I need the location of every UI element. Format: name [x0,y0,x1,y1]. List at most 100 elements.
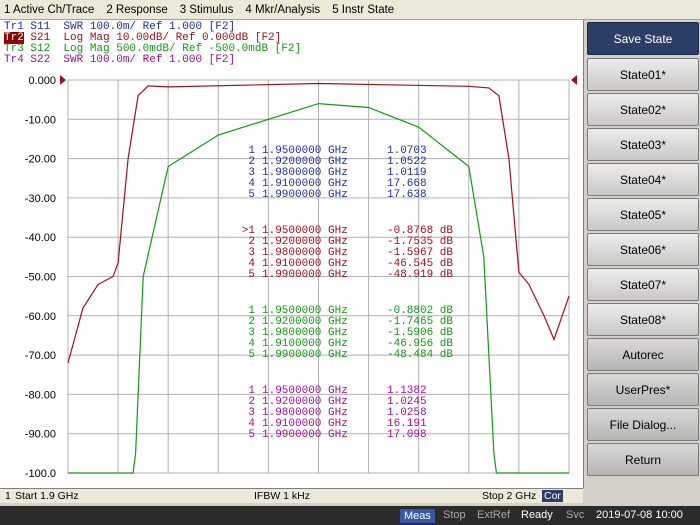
state-button-2[interactable]: State02* [587,93,699,126]
softkey-panel: Save State State01* State02* State03* State… [583,20,700,488]
marker-table-cell: 4 [248,418,255,430]
marker-table-cell: 1.9500000 GHz [262,225,348,237]
trace-setting: S21 Log Mag 10.00dB/ Ref 0.000dB [F2] [23,32,282,44]
menu-bar: 1 Active Ch/Trace 2 Response 3 Stimulus 4 M… [0,0,700,20]
marker-table-cell: -46.545 dB [387,258,453,270]
stop-frequency[interactable]: Stop 2 GHz [482,490,537,502]
state-button-3[interactable]: State03* [587,128,699,161]
marker-table-cell: 1.9900000 GHz [262,349,348,361]
marker-table-cell: 17.668 [387,178,427,190]
marker-table-cell: 1.9200000 GHz [262,156,348,168]
marker-table-cell: 1.9100000 GHz [262,418,348,430]
state-button-6[interactable]: State06* [587,233,699,266]
trace-setting: S11 SWR 100.0m/ Ref 1.000 [F2] [23,21,236,33]
marker-table-cell: 3 [248,407,255,419]
y-tick-label: -20.00 [25,154,56,166]
marker-table-cell: 4 [248,258,255,270]
y-tick-label: -70.00 [25,350,56,362]
chart-area: 0.000 -10.00 -20.00 -30.00 -40.00 -50.00 -60.0… [0,20,583,488]
save-state-title: Save State [587,22,699,55]
marker-table-cell: 2 [248,316,255,328]
datetime: 2019-07-08 10:00 [596,509,683,521]
marker-table-cell: 1.9800000 GHz [262,167,348,179]
marker-table-cell: 1.9100000 GHz [262,258,348,270]
marker-table-cell: -48.484 dB [387,349,453,361]
y-tick-label: -30.00 [25,193,56,205]
y-tick-label: 0.000 [28,75,56,87]
stop-indicator: Stop [443,509,466,521]
series-line-s12 [68,102,569,474]
marker-table-cell: 1.0245 [387,396,427,408]
menu-item[interactable]: 2 Response [106,3,168,16]
start-frequency[interactable]: Start 1.9 GHz [15,490,79,502]
marker-table-cell: 4 [248,178,255,190]
y-tick-label: -40.00 [25,232,56,244]
meas-indicator: Meas [400,509,435,523]
trace-setting: S22 SWR 100.0m/ Ref 1.000 [F2] [23,54,236,66]
marker-table-cell: 4 [248,338,255,350]
marker-table-cell: 1.9200000 GHz [262,396,348,408]
marker-table-cell: 5 [248,269,255,281]
series-line-s21 [67,82,570,364]
return-button[interactable]: Return [587,443,699,476]
marker-table-cell: 1.9500000 GHz [262,305,348,317]
y-tick-label: -60.00 [25,311,56,323]
marker-table-cell: 1.1382 [387,385,427,397]
state-button-7[interactable]: State07* [587,268,699,301]
y-tick-label: -100.0 [25,468,56,480]
marker-table-cell: 1.9500000 GHz [262,385,348,397]
reference-arrow-icon [60,75,66,85]
marker-table-cell: 3 [248,167,255,179]
ifbw-value[interactable]: IFBW 1 kHz [254,490,311,502]
trace-legend-line[interactable]: Tr3 S12 Log Mag 500.0mdB/ Ref -500.0mdB … [4,44,301,55]
menu-item[interactable]: 3 Stimulus [179,3,234,16]
marker-table-cell: -48.919 dB [387,269,453,281]
trace-legend-line[interactable]: Tr4 S22 SWR 100.0m/ Ref 1.000 [F2] [4,55,301,66]
trace-legend-line[interactable]: Tr2 S21 Log Mag 10.00dB/ Ref 0.000dB [F2… [4,32,301,44]
trace-legend-line[interactable]: Tr1 S11 SWR 100.0m/ Ref 1.000 [F2] [4,22,301,33]
state-button-5[interactable]: State05* [587,198,699,231]
marker-table-cell: 3 [248,247,255,259]
y-tick-label: -90.00 [25,429,56,441]
instrument-status-bar: Meas Stop ExtRef Ready Svc 2019-07-08 10… [0,506,700,525]
measurement-chart: 0.000 -10.00 -20.00 -30.00 -40.00 -50.00 -60.0… [25,75,577,480]
y-tick-label: -50.00 [25,272,56,284]
marker-table-cell: -1.5967 dB [387,247,453,259]
trace-id: Tr4 [4,54,24,66]
marker-table-cell: 1.0119 [387,167,427,179]
marker-table-cell: 1.9900000 GHz [262,189,348,201]
marker-table-cell: 1.0522 [387,156,427,168]
state-button-1[interactable]: State01* [587,58,699,91]
marker-table-cell: 1.9500000 GHz [262,145,348,157]
marker-table-cell: -1.5906 dB [387,327,453,339]
marker-table-cell: 3 [248,327,255,339]
marker-table-cell: -46.956 dB [387,338,453,350]
marker-table-cell: 1.9100000 GHz [262,178,348,190]
trace-id: Tr3 [4,43,24,55]
marker-table-cell: 1 [248,385,255,397]
marker-table-cell: 1.9900000 GHz [262,269,348,281]
marker-table-cell: 1.9100000 GHz [262,338,348,350]
state-button-4[interactable]: State04* [587,163,699,196]
userpres-button[interactable]: UserPres* [587,373,699,406]
marker-table-cell: 5 [248,189,255,201]
marker-table-cell: 5 [248,429,255,441]
trace-id: Tr1 [4,21,24,33]
marker-table-cell: 2 [248,156,255,168]
cor-badge: Cor [542,490,563,502]
y-tick-label: -80.00 [25,389,56,401]
trace-setting: S12 Log Mag 500.0mdB/ Ref -500.0mdB [F2] [23,43,302,55]
autorec-button[interactable]: Autorec [587,338,699,371]
file-dialog-button[interactable]: File Dialog... [587,408,699,441]
menu-item[interactable]: 1 Active Ch/Trace [4,3,95,16]
svc-indicator: Svc [566,509,585,521]
marker-table-cell: -1.7465 dB [387,316,453,328]
marker-table-cell: 1 [248,145,255,157]
status-bar: 1 Start 1.9 GHz IFBW 1 kHz Stop 2 GHz Co… [0,488,583,503]
menu-item[interactable]: 4 Mkr/Analysis [245,3,321,16]
trace-id: Tr2 [4,32,24,44]
menu-item[interactable]: 5 Instr State [332,3,395,16]
marker-table-cell: 1.9200000 GHz [262,236,348,248]
y-tick-label: -10.00 [25,114,56,126]
state-button-8[interactable]: State08* [587,303,699,336]
